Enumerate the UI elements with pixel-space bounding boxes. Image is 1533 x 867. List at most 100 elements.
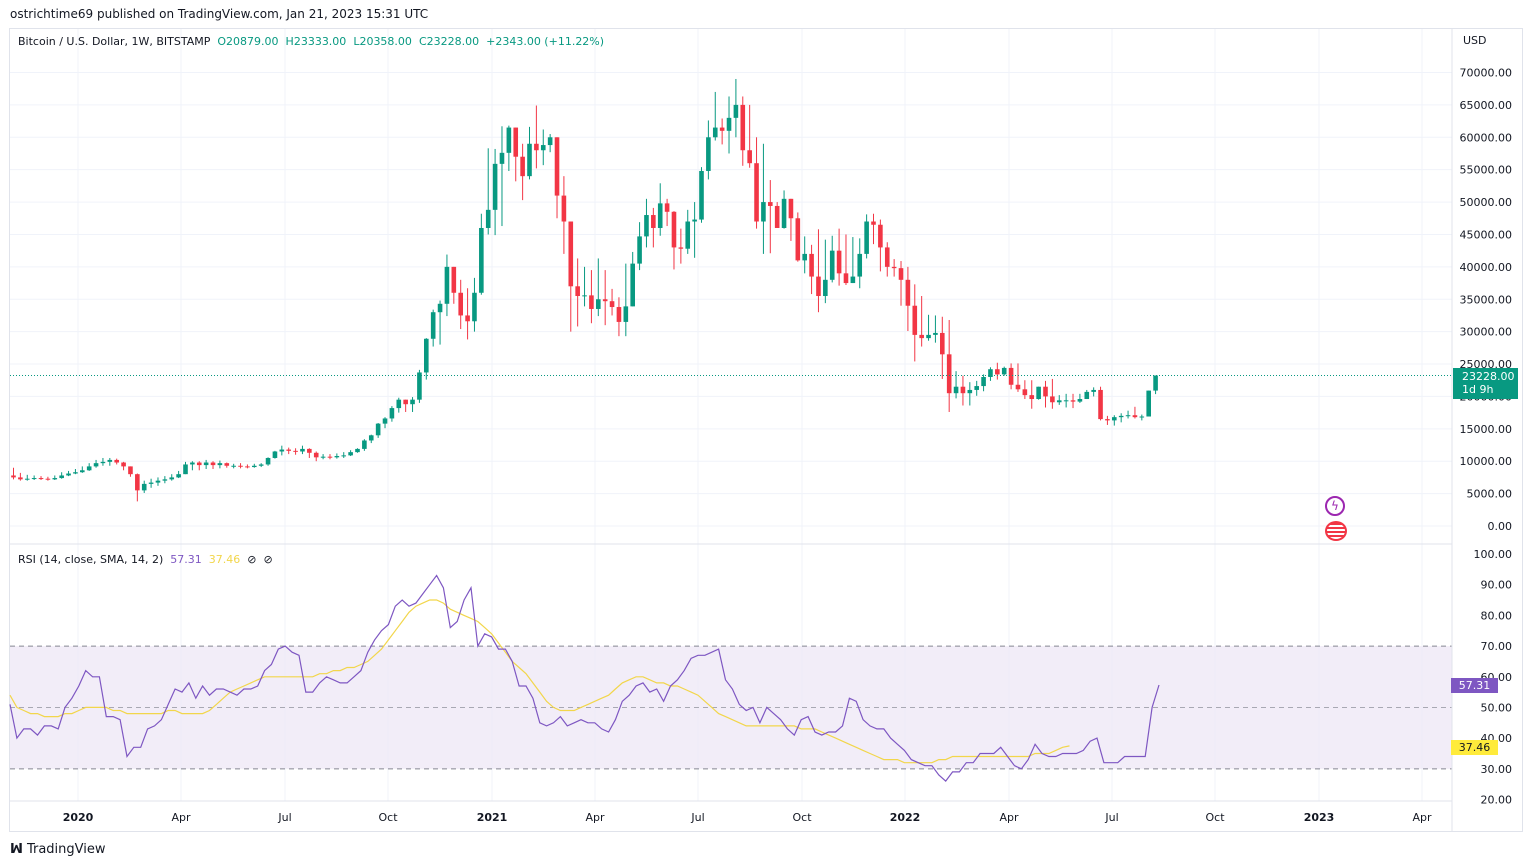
candle <box>795 212 801 262</box>
candle <box>1001 366 1007 376</box>
candle-body <box>905 279 911 306</box>
candle <box>31 475 37 481</box>
candle-body <box>540 145 546 151</box>
candle <box>11 467 16 480</box>
candle <box>527 126 532 180</box>
rsi-tick-label: 20.00 <box>1481 794 1513 807</box>
rsi-sma-line <box>9 599 1070 764</box>
time-tick-label: Jul <box>277 811 291 824</box>
candle <box>520 143 525 201</box>
candle-body <box>926 334 931 339</box>
candle <box>768 180 773 254</box>
candle-body <box>300 448 305 452</box>
candle-body <box>609 301 615 308</box>
candle <box>203 459 209 469</box>
rsi-label[interactable]: RSI (14, close, SMA, 14, 2) <box>18 553 164 566</box>
price-tick-label: 0.00 <box>1488 520 1513 533</box>
lightning-event-icon[interactable]: ϟ <box>1325 496 1345 516</box>
time-tick-label: 2023 <box>1304 811 1335 824</box>
candle <box>73 468 78 475</box>
rsi-tick-label: 100.00 <box>1474 548 1513 561</box>
tradingview-brand-text: TradingView <box>26 842 106 857</box>
candle <box>1029 380 1035 409</box>
price-tick-label: 70000.00 <box>1460 67 1513 80</box>
candle <box>513 127 519 182</box>
candle-body <box>313 452 319 458</box>
candle <box>430 309 436 347</box>
candle-body <box>637 236 642 264</box>
tradingview-logo[interactable]: ꟽ TradingView <box>10 842 105 857</box>
candle <box>252 463 257 468</box>
candle-body <box>183 464 188 475</box>
candle <box>24 474 30 481</box>
candle-body <box>327 456 333 458</box>
candle-body <box>382 418 388 424</box>
candle <box>1050 378 1055 409</box>
candle <box>1063 393 1069 408</box>
candle-body <box>31 478 37 480</box>
us-flag-event-icon[interactable] <box>1325 521 1347 541</box>
candle <box>1070 393 1076 409</box>
candle-body <box>864 221 869 254</box>
chart-frame <box>9 28 1523 832</box>
candle <box>1118 413 1124 423</box>
candle <box>940 316 945 379</box>
candle-body <box>623 306 629 322</box>
currency-label[interactable]: USD <box>1463 34 1487 47</box>
candle-body <box>307 448 312 453</box>
candle-body <box>45 478 51 480</box>
candle <box>176 470 181 479</box>
candle-body <box>953 386 959 394</box>
rsi-tick-label: 70.00 <box>1481 640 1513 653</box>
candle-body <box>644 215 649 237</box>
candle-body <box>919 334 924 339</box>
candle <box>664 198 670 227</box>
candle-body <box>190 462 195 465</box>
candle <box>781 190 787 229</box>
candle <box>479 213 484 295</box>
rsi-tick-label: 90.00 <box>1481 579 1513 592</box>
rsi-value-tag: 57.31 <box>1451 678 1498 693</box>
candle <box>348 450 353 457</box>
candle <box>967 382 973 406</box>
candle <box>403 399 408 412</box>
candle <box>878 219 883 272</box>
candle <box>389 406 395 422</box>
candle <box>692 202 697 258</box>
candle <box>506 125 512 171</box>
candle-body <box>878 224 883 248</box>
hide-source-icon[interactable]: ⊘ <box>247 553 257 566</box>
candle <box>836 228 842 286</box>
candle-body <box>424 338 429 373</box>
candle <box>86 463 92 471</box>
candle <box>540 129 546 166</box>
symbol-name[interactable]: Bitcoin / U.S. Dollar, 1W, BITSTAMP <box>18 35 211 48</box>
candle-body <box>24 478 30 480</box>
candle-body <box>141 483 147 491</box>
hide-sma-icon[interactable]: ⊘ <box>263 553 273 566</box>
candle-body <box>258 464 264 466</box>
candle-body <box>829 250 835 280</box>
candle <box>100 457 106 466</box>
candle <box>884 242 890 277</box>
candle-body <box>706 137 711 171</box>
candle-body <box>678 247 684 249</box>
candle-body <box>1050 396 1055 403</box>
price-tick-label: 60000.00 <box>1460 131 1513 144</box>
candle <box>279 445 285 456</box>
candle <box>1022 380 1028 400</box>
time-tick-label: Apr <box>1412 811 1432 824</box>
candle <box>589 270 594 324</box>
candle-body <box>231 465 236 467</box>
candle-body <box>1146 390 1151 417</box>
candle <box>685 209 691 254</box>
candle <box>107 457 113 466</box>
candle <box>596 258 601 317</box>
candle <box>114 458 119 465</box>
candle <box>396 397 402 413</box>
candle-body <box>967 389 973 394</box>
candle-body <box>1001 367 1007 375</box>
candle-body <box>1139 416 1145 418</box>
candle <box>355 448 360 453</box>
